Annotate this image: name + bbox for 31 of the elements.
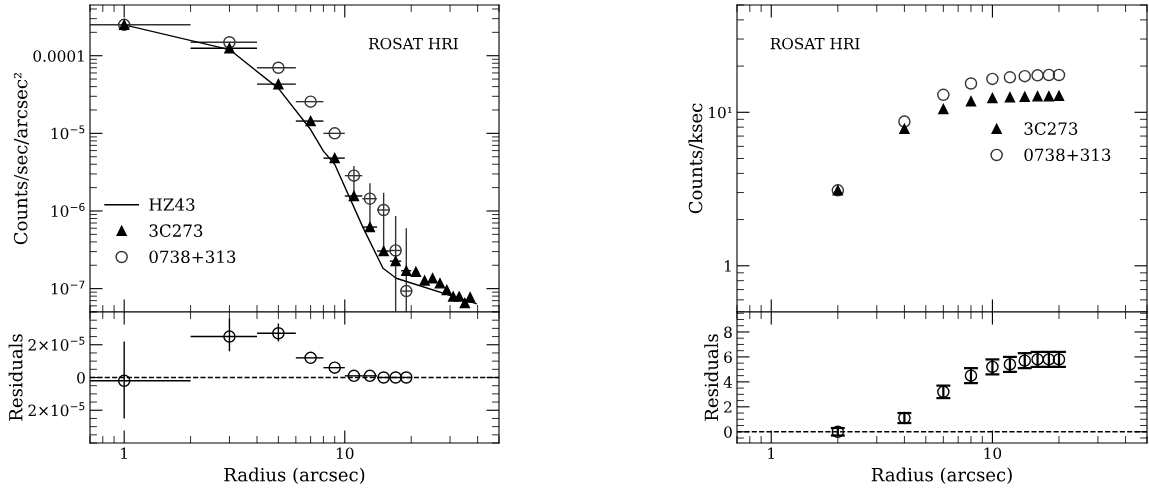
y-tick-label: 2×10$^{−5}$ bbox=[28, 336, 85, 351]
x-axis-title: Radius (arcsec) bbox=[871, 467, 1012, 485]
y-tick-label: 2 bbox=[724, 401, 732, 413]
x-axis-title: Radius (arcsec) bbox=[224, 467, 365, 485]
y-axis-title: Residuals bbox=[8, 334, 23, 421]
annotation: ROSAT HRI bbox=[368, 37, 458, 50]
legend-label: 3C273 bbox=[1024, 122, 1078, 135]
y-tick-label: 10$^{−7}$ bbox=[51, 280, 85, 295]
x-tick-label: 1 bbox=[768, 447, 774, 459]
x-tick-label: 1 bbox=[121, 447, 127, 459]
y-tick-label: 4 bbox=[723, 376, 733, 388]
legend-label: 0738+313 bbox=[149, 250, 236, 264]
y-tick-label: 6 bbox=[724, 351, 732, 363]
y-tick-label: 0.0001 bbox=[33, 50, 84, 62]
legend-label: 0738+313 bbox=[1024, 148, 1111, 162]
x-tick-label: 10 bbox=[336, 447, 354, 459]
y-tick-label: 1 bbox=[724, 260, 731, 272]
y-axis-title: Counts/sec/arcsec² bbox=[13, 72, 29, 245]
y-tick-label: 0 bbox=[77, 371, 85, 384]
y-tick-label: 0 bbox=[724, 426, 732, 438]
legend-label: 3C273 bbox=[149, 224, 203, 237]
y-tick-label: 2×10$^{−5}$ bbox=[28, 402, 85, 417]
y-tick-label: 10$^{−6}$ bbox=[51, 202, 85, 217]
x-tick-label: 10 bbox=[984, 447, 1002, 459]
y-tick-label: 10$^{−5}$ bbox=[51, 125, 85, 140]
y-tick-label: 10¹ bbox=[709, 106, 732, 119]
annotation: ROSAT HRI bbox=[770, 37, 860, 50]
y-tick-label: 8 bbox=[724, 326, 732, 338]
y-axis-title: Residuals bbox=[704, 334, 719, 421]
y-axis-title: Counts/ksec bbox=[688, 103, 704, 214]
legend-label: HZ43 bbox=[149, 198, 195, 211]
